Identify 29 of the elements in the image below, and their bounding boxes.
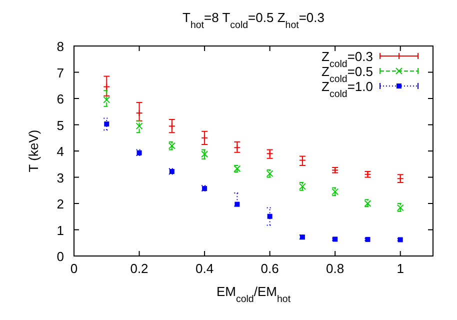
point <box>201 134 208 142</box>
y-tick-label: 0 <box>56 249 64 264</box>
chart-title: T$_{hot}$=8 T$_{cold}$=0.5 Z$_{hot}$=0.3 <box>182 10 324 30</box>
y-tick-label: 6 <box>56 92 64 106</box>
x-tick-label: 1 <box>396 261 404 276</box>
point <box>136 109 143 116</box>
x-tick-label: 0.8 <box>326 261 344 276</box>
point <box>136 122 143 130</box>
point <box>103 96 110 104</box>
y-tick-label: 7 <box>56 65 64 80</box>
y-tick-label: 8 <box>56 39 64 54</box>
y-tick-label: 2 <box>56 196 64 212</box>
point <box>234 144 241 152</box>
point <box>103 83 110 90</box>
y-tick-label: 4 <box>56 144 64 159</box>
y-tick-label: 3 <box>56 170 64 186</box>
x-axis-title: EM$_{cold}$/EM$_{hot}$ <box>216 284 291 304</box>
x-tick-label: 0.6 <box>260 261 279 276</box>
y-axis-title: T (keV) <box>26 130 41 172</box>
y-tick-label: 1 <box>56 222 64 238</box>
x-tick-label: 0 <box>70 261 78 276</box>
point <box>168 122 176 130</box>
y-tick-label: 5 <box>56 118 64 133</box>
x-tick-label: 0.4 <box>196 261 214 276</box>
point <box>234 202 240 207</box>
point <box>267 214 272 219</box>
x-tick-label: 0.2 <box>130 261 148 276</box>
point <box>104 121 110 126</box>
point <box>298 156 306 164</box>
